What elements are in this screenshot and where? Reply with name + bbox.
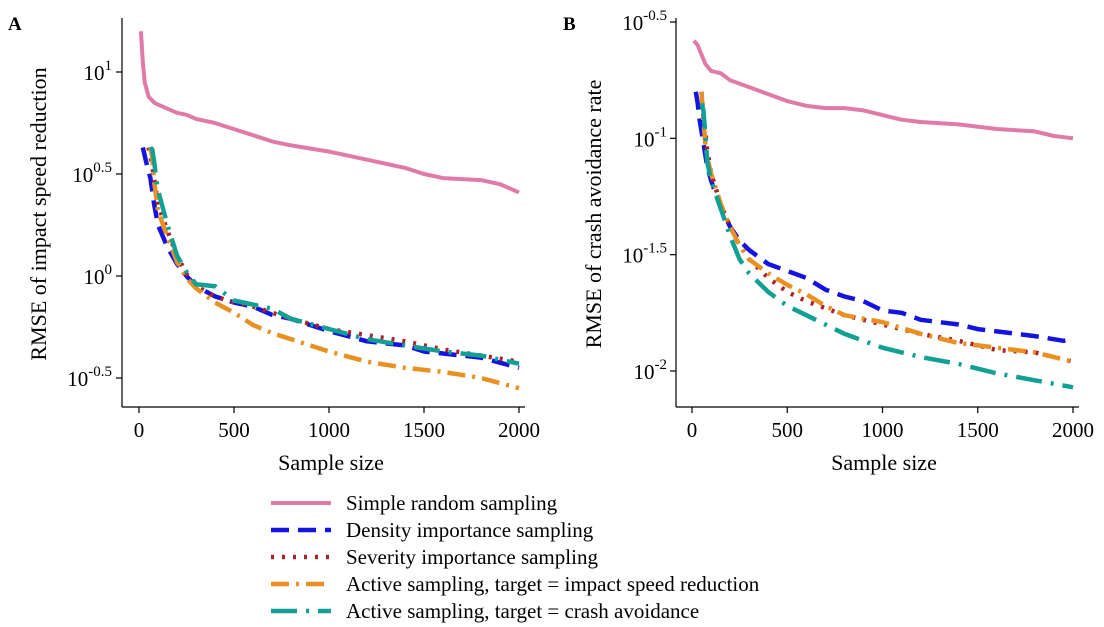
panel-b-x-axis-title: Sample size xyxy=(831,450,937,475)
legend-label-simple-random: Simple random sampling xyxy=(346,491,558,515)
legend-label-severity-importance: Severity importance sampling xyxy=(346,545,598,569)
panel-b-y-tick-label: 10-2 xyxy=(634,357,668,384)
panel-b-y-tick-label: 10-1 xyxy=(634,124,668,151)
panel-b-x-tick-label: 500 xyxy=(772,418,804,442)
legend-label-active-impact-speed: Active sampling, target = impact speed r… xyxy=(346,572,760,596)
panel-a: A 0 500 1000 1500 2000 10-0.5 100 100.5 101 Samp… xyxy=(8,14,540,475)
panel-b-x-tick-label: 1000 xyxy=(862,418,904,442)
panel-a-x-axis-title: Sample size xyxy=(278,450,384,475)
panel-a-plot-area: 0 500 1000 1500 2000 10-0.5 100 100.5 101 xyxy=(67,18,540,442)
legend-item: Simple random sampling xyxy=(271,491,558,515)
panel-b-y-tick-label: 10-0.5 xyxy=(622,8,667,35)
panel-b-x-tick-label: 0 xyxy=(687,418,698,442)
panel-b: B 0 500 1000 1500 2000 10-2 10-1.5 10-1 10-0.5 S… xyxy=(563,8,1094,475)
panel-a-y-tick-label: 100 xyxy=(84,262,113,289)
panel-a-y-tick-label: 101 xyxy=(84,58,113,85)
panel-b-series-density-importance-sampling xyxy=(693,91,1074,344)
panel-a-series-severity-importance-sampling xyxy=(146,146,520,364)
panel-b-plot-area: 0 500 1000 1500 2000 10-2 10-1.5 10-1 10-0.5 xyxy=(622,8,1094,442)
legend-label-active-crash-avoidance: Active sampling, target = crash avoidanc… xyxy=(346,599,699,623)
panel-label-b: B xyxy=(563,14,576,35)
panel-a-series-simple-random-sampling xyxy=(138,31,520,195)
legend-item: Density importance sampling xyxy=(271,518,594,542)
panel-label-a: A xyxy=(8,14,22,35)
legend-label-density-importance: Density importance sampling xyxy=(346,518,594,542)
panel-b-x-tick-label: 1500 xyxy=(957,418,999,442)
legend-item: Active sampling, target = impact speed r… xyxy=(271,572,760,596)
panel-a-x-tick-label: 1000 xyxy=(308,418,350,442)
panel-a-x-tick-label: 2000 xyxy=(498,418,540,442)
panel-a-x-tick-label: 500 xyxy=(218,418,250,442)
legend: Simple random sampling Density importanc… xyxy=(271,491,760,623)
panel-b-y-axis-title: RMSE of crash avoidance rate xyxy=(581,80,606,349)
panel-a-series-active-sampling-target-crash-avoidance xyxy=(148,145,520,366)
panel-a-y-axis-title: RMSE of impact speed reduction xyxy=(26,67,51,360)
panel-b-x-tick-label: 2000 xyxy=(1052,418,1094,442)
panel-a-x-tick-label: 1500 xyxy=(403,418,445,442)
panel-b-series-active-sampling-target-crash-avoidance xyxy=(699,102,1074,390)
legend-item: Active sampling, target = crash avoidanc… xyxy=(271,599,699,623)
legend-item: Severity importance sampling xyxy=(271,545,598,569)
panel-a-y-tick-label: 100.5 xyxy=(72,160,112,187)
panel-b-series-simple-random-sampling xyxy=(692,39,1074,141)
panel-a-x-tick-label: 0 xyxy=(134,418,145,442)
panel-a-series-active-sampling-target-impact-speed-reduction xyxy=(148,147,520,391)
panel-a-y-tick-label: 10-0.5 xyxy=(67,364,112,391)
panel-b-y-tick-label: 10-1.5 xyxy=(622,241,667,268)
